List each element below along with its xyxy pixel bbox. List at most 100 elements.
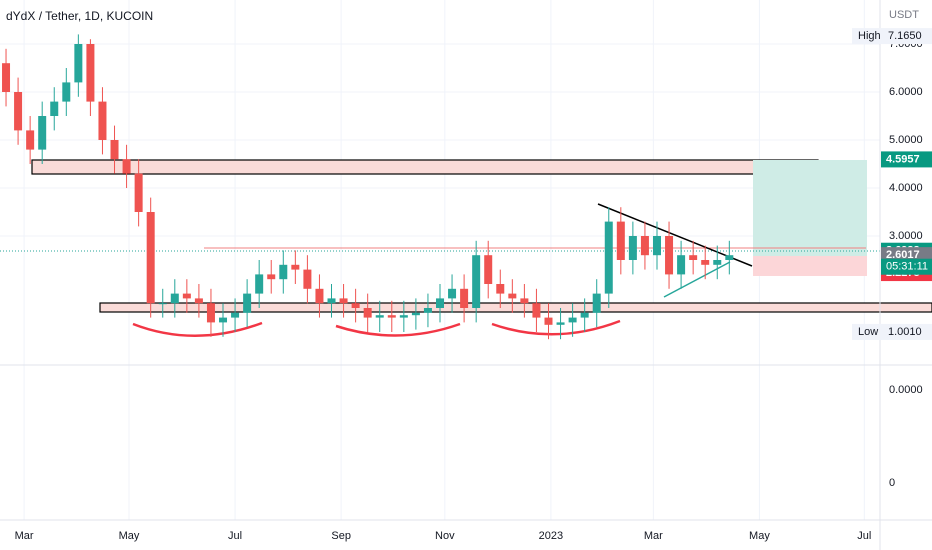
candle-body <box>448 288 457 299</box>
candle-body <box>279 264 288 280</box>
candle-body <box>267 274 276 280</box>
currency: USDT <box>889 9 919 21</box>
candle-body <box>713 260 722 265</box>
candle-body <box>206 303 215 323</box>
candle-body <box>628 236 637 260</box>
rounded-bottom <box>491 319 621 336</box>
candle-body <box>110 140 119 160</box>
x-tick-label: Mar <box>15 530 34 542</box>
x-tick-label: 2023 <box>539 530 563 542</box>
candle-body <box>460 288 469 308</box>
price-label: 4.5957 <box>886 153 920 165</box>
candle-body <box>616 221 625 260</box>
countdown-bg <box>881 258 932 275</box>
rounded-bottom <box>335 322 461 337</box>
candle-body <box>170 293 179 304</box>
candle-body <box>50 101 59 116</box>
candle-body <box>544 317 553 325</box>
candle-body <box>677 255 686 275</box>
y-tick-label: 3.0000 <box>889 230 923 242</box>
candle-body <box>508 293 517 299</box>
candle-body <box>291 264 300 270</box>
candle-body <box>2 63 11 92</box>
support-zone <box>99 302 932 313</box>
x-tick-label: Sep <box>331 530 351 542</box>
marker-name: High <box>858 30 881 42</box>
candle-body <box>219 317 228 323</box>
candle-body <box>640 236 649 256</box>
x-tick-label: May <box>749 530 770 542</box>
x-tick-label: May <box>119 530 140 542</box>
candle-body <box>26 130 35 150</box>
triangle-lower <box>663 261 731 298</box>
candles <box>2 34 734 340</box>
supply-zone <box>31 159 819 175</box>
candle-body <box>652 236 661 256</box>
candle-body <box>411 312 420 316</box>
candle-body <box>568 317 577 323</box>
candle-body <box>98 101 107 140</box>
candle-body <box>496 284 505 294</box>
x-tick-label: Jul <box>228 530 242 542</box>
y-tick-label: 6.0000 <box>889 86 923 98</box>
candle-body <box>689 255 698 260</box>
long-stop-area <box>753 256 867 276</box>
candle-body <box>701 260 710 265</box>
candle-body <box>387 315 396 318</box>
candle-body <box>182 293 191 299</box>
candle-body <box>255 274 264 294</box>
countdown: 05:31:11 <box>886 261 928 273</box>
rounded-bottom <box>132 321 263 337</box>
long-target-area <box>753 160 867 256</box>
candle-body <box>665 236 674 275</box>
candle-body <box>122 159 131 174</box>
candle-body <box>38 116 47 150</box>
y-tick-label: 4.0000 <box>889 182 923 194</box>
candle-body <box>74 44 83 83</box>
candle-body <box>134 173 143 212</box>
candle-body <box>725 255 734 260</box>
candle-body <box>231 312 240 318</box>
x-tick-label: Nov <box>435 530 455 542</box>
candle-body <box>146 212 155 304</box>
grid <box>0 0 880 520</box>
candle-body <box>14 92 23 131</box>
candle-body <box>520 298 529 304</box>
lower-pane-label: 0 <box>889 477 895 489</box>
candle-body <box>532 303 541 318</box>
marker-bg <box>852 323 932 340</box>
candle-body <box>592 293 601 313</box>
candle-body <box>399 315 408 318</box>
candle-body <box>436 298 444 308</box>
candle-body <box>604 221 613 294</box>
candle-body <box>62 82 71 102</box>
y-tick-label: 5.0000 <box>889 134 923 146</box>
candle-body <box>339 298 348 304</box>
price-label: 2.6017 <box>886 249 920 261</box>
candle-body <box>472 255 481 308</box>
candle-body <box>580 312 589 318</box>
price-label-bg <box>881 151 932 168</box>
axis-labels: 7.00006.00005.00004.00003.0000MarMayJulS… <box>15 28 932 542</box>
candle-body <box>423 308 432 313</box>
marker-bg <box>852 28 932 45</box>
candle-body <box>86 44 95 102</box>
lower-pane-label: 0.0000 <box>889 384 923 396</box>
candle-body <box>327 298 336 304</box>
candle-body <box>303 269 312 289</box>
candle-body <box>363 308 372 318</box>
candle-body <box>158 303 167 305</box>
marker-value: 1.0010 <box>888 326 922 338</box>
marker-value: 7.1650 <box>888 30 922 42</box>
chart-title: dYdX / Tether, 1D, KUCOIN <box>6 9 153 23</box>
candle-body <box>315 288 324 304</box>
marker-name: Low <box>858 326 878 338</box>
candle-body <box>243 293 252 313</box>
candle-body <box>556 322 565 325</box>
candle-body <box>375 315 384 318</box>
x-tick-label: Jul <box>857 530 871 542</box>
candle-body <box>194 298 203 304</box>
candle-body <box>484 255 493 284</box>
candle-body <box>351 303 360 308</box>
